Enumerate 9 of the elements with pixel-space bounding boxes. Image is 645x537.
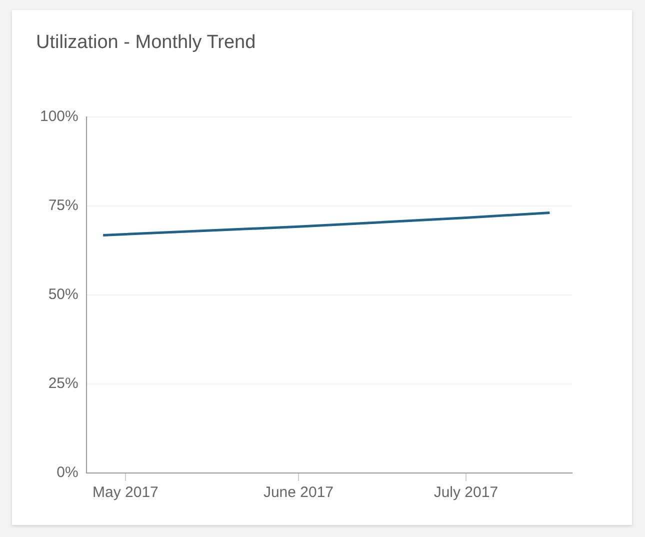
- y-tick-label: 100%: [40, 108, 78, 126]
- y-tick-label: 50%: [48, 286, 78, 304]
- y-tick-label: 75%: [48, 197, 78, 214]
- y-tick-label: 0%: [56, 464, 78, 482]
- x-tick-label: July 2017: [434, 484, 498, 502]
- chart-title: Utilization - Monthly Trend: [36, 32, 256, 54]
- x-tick-label: June 2017: [263, 484, 334, 502]
- y-tick-label: 25%: [48, 375, 78, 392]
- x-tick-label: May 2017: [92, 484, 158, 502]
